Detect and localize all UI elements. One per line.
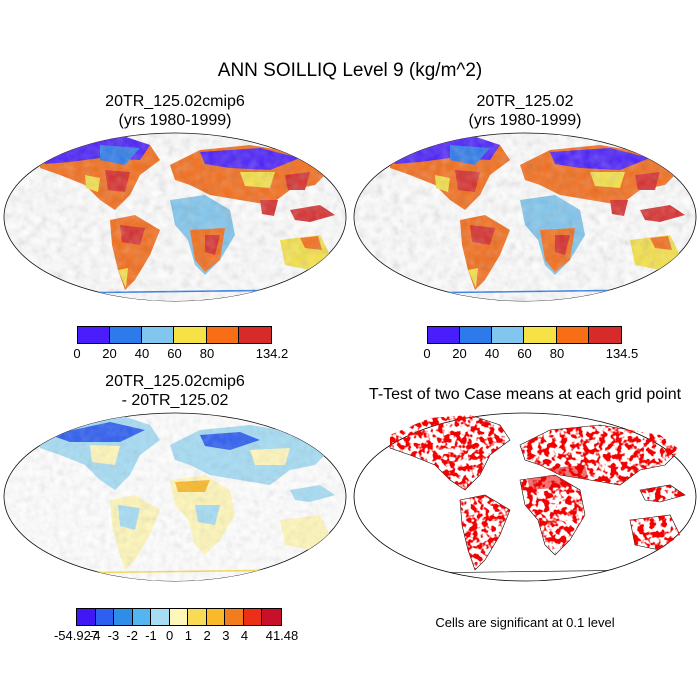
colorbar-swatch: [77, 609, 96, 625]
map-panel-2: [353, 132, 697, 302]
colorbar-swatch: [78, 327, 111, 343]
colorbar-swatch: [238, 327, 271, 343]
colorbar-swatch: [262, 609, 281, 625]
colorbar-panel-1: [77, 326, 272, 344]
continents: [4, 133, 346, 301]
panel1-title: 20TR_125.02cmip6 (yrs 1980-1999): [25, 92, 325, 130]
colorbar-tick-label: 60: [167, 346, 182, 361]
colorbar-swatch: [188, 609, 207, 625]
colorbar-swatch: [225, 609, 244, 625]
colorbar-swatch: [114, 609, 133, 625]
colorbar-tick-label: 0: [166, 628, 174, 643]
colorbar-swatch: [174, 327, 207, 343]
panel2-title-years: (yrs 1980-1999): [468, 112, 582, 129]
colorbar-tick-label: -1: [145, 628, 157, 643]
colorbar-tick-label: -2: [126, 628, 138, 643]
colorbar-swatch: [588, 327, 621, 343]
colorbar-tick-label: 0: [423, 346, 431, 361]
panel3-title: 20TR_125.02cmip6 - 20TR_125.02: [25, 372, 325, 410]
colorbar-swatch: [524, 327, 557, 343]
panel2-title-case: 20TR_125.02: [476, 93, 574, 110]
panel3-title-diff: - 20TR_125.02: [121, 392, 229, 409]
map-panel-1: [3, 132, 347, 302]
continents: [354, 133, 696, 301]
panel4-title: T-Test of two Case means at each grid po…: [368, 386, 682, 403]
colorbar-tick-label: 4: [240, 628, 249, 643]
colorbar-tick-label: 20: [452, 346, 467, 361]
colorbar-tick-label: 40: [484, 346, 500, 361]
colorbar-swatch: [428, 327, 461, 343]
colorbar-tick-label: -54.927: [53, 628, 99, 643]
colorbar-swatch: [151, 609, 170, 625]
panel2-title: 20TR_125.02 (yrs 1980-1999): [375, 92, 675, 130]
map-panel-4: [353, 412, 697, 582]
colorbar-tick-label: 41.48: [265, 628, 299, 643]
colorbar-swatch: [142, 327, 175, 343]
colorbar-tick-label: 60: [517, 346, 532, 361]
panel1-title-case: 20TR_125.02cmip6: [105, 93, 245, 110]
colorbar-swatch: [243, 609, 263, 625]
colorbar-tick-label: -4: [88, 628, 101, 643]
continents: [4, 413, 346, 581]
panel3-title-case: 20TR_125.02cmip6: [105, 373, 245, 390]
figure-title: ANN SOILLIQ Level 9 (kg/m^2): [217, 60, 483, 81]
panel1-title-years: (yrs 1980-1999): [118, 112, 232, 129]
colorbar-swatch: [492, 327, 525, 343]
colorbar-tick-label: 134.2: [255, 346, 289, 361]
colorbar-tick-label: 0: [73, 346, 81, 361]
colorbar-panel-2: [427, 326, 622, 344]
colorbar-tick-label: 2: [203, 628, 211, 643]
colorbar-tick-label: -3: [107, 628, 120, 643]
colorbar-tick-label: 20: [102, 346, 117, 361]
colorbar-swatch: [95, 609, 115, 625]
colorbar-swatch: [460, 327, 493, 343]
colorbar-tick-label: 3: [222, 628, 230, 643]
colorbar-tick-label: 80: [549, 346, 565, 361]
colorbar-swatch: [132, 609, 152, 625]
colorbar-swatch: [206, 609, 226, 625]
colorbar-tick-label: 1: [184, 628, 192, 643]
map-panel-3: [3, 412, 347, 582]
significance-note: Cells are significant at 0.1 level: [435, 615, 615, 630]
colorbar-swatch: [556, 327, 589, 343]
colorbar-tick-label: 40: [134, 346, 150, 361]
colorbar-swatch: [169, 609, 189, 625]
colorbar-panel-3: [76, 608, 282, 626]
colorbar-tick-label: 80: [199, 346, 215, 361]
colorbar-swatch: [206, 327, 239, 343]
colorbar-swatch: [110, 327, 143, 343]
colorbar-tick-label: 134.5: [605, 346, 639, 361]
